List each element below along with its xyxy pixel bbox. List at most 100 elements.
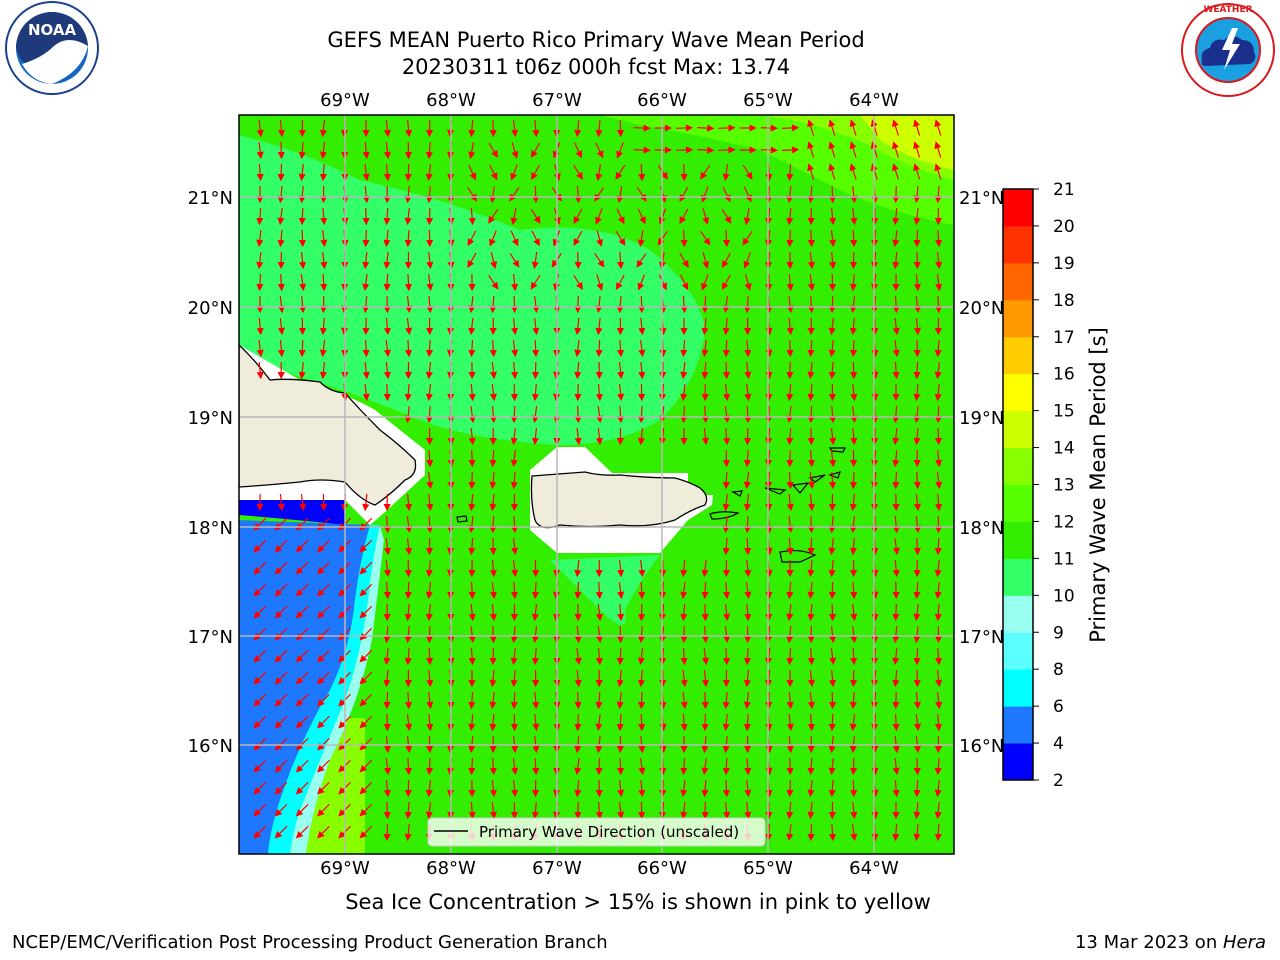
wave-direction-arrow [468,647,476,666]
wave-direction-arrow [489,384,497,402]
wave-direction-arrow [743,669,751,688]
lat-labels-left: 21°N 20°N 19°N 18°N 17°N 16°N [188,188,233,757]
wave-direction-arrow [489,405,497,424]
wave-direction-arrow [359,737,373,751]
wave-direction-arrow [404,581,412,600]
wave-direction-arrow [298,229,307,248]
wave-direction-arrow [319,317,328,336]
wave-direction-arrow [295,627,309,641]
wave-direction-arrow [744,383,752,402]
wave-direction-arrow [295,605,309,619]
wave-direction-arrow [638,163,646,182]
wave-direction-arrow [510,648,518,666]
wave-direction-arrow [849,537,858,556]
wave-direction-arrow [850,229,858,248]
colorbar-swatch [1003,669,1033,707]
wave-direction-arrow [722,714,730,732]
wave-direction-arrow [425,141,434,160]
wave-direction-arrow [935,449,943,468]
wave-direction-arrow [574,120,582,138]
wave-direction-arrow [574,361,582,380]
wave-direction-arrow [489,669,497,688]
wave-direction-arrow [743,252,751,269]
wave-direction-arrow [253,693,267,707]
wave-direction-arrow [253,759,267,773]
wave-direction-arrow [850,779,858,798]
wave-direction-arrow [892,428,900,446]
wave-direction-arrow [913,516,921,534]
wave-direction-arrow [807,405,815,424]
wave-direction-arrow [680,669,688,688]
wave-direction-arrow [786,229,794,248]
wave-direction-arrow [595,647,603,666]
wave-direction-arrow [828,758,836,776]
wave-direction-arrow [828,185,837,204]
wave-direction-arrow [468,406,476,424]
wave-direction-arrow [617,362,625,380]
lat-label-left: 16°N [188,736,233,757]
wave-direction-arrow [638,779,646,798]
lat-labels-right: 21°N 20°N 19°N 18°N 17°N 16°N [959,188,1004,757]
wave-direction-arrow [722,691,730,710]
wave-direction-arrow [383,251,391,270]
wave-direction-arrow [319,142,327,160]
wave-direction-arrow [829,230,837,248]
wave-direction-arrow [383,361,391,380]
wave-direction-arrow [913,801,921,820]
wave-direction-arrow [849,757,858,776]
wave-direction-arrow [616,757,625,776]
wave-direction-arrow [891,141,899,158]
footer-credit: NCEP/EMC/Verification Post Processing Pr… [12,932,608,953]
wave-direction-arrow [404,603,412,622]
wave-direction-arrow [892,603,900,622]
wave-direction-arrow [934,493,943,512]
wave-direction-arrow [383,515,391,534]
wave-direction-arrow [744,582,752,600]
wave-direction-arrow [743,472,751,490]
wave-direction-arrow [849,471,858,490]
wave-direction-arrow [892,317,900,336]
wave-direction-arrow [828,603,837,622]
wave-direction-arrow [425,164,433,182]
wave-direction-arrow [317,715,330,729]
wave-direction-arrow [722,296,730,314]
wave-direction-arrow [274,539,288,553]
wave-direction-arrow [828,559,836,578]
wave-direction-arrow [574,648,582,666]
wave-direction-arrow [426,274,434,292]
wave-direction-arrow [680,383,688,402]
wave-direction-arrow [934,141,942,158]
wave-direction-arrow [680,405,688,424]
wave-direction-arrow [828,823,837,842]
wave-direction-arrow [295,825,309,839]
wave-direction-arrow [828,295,836,314]
wave-direction-arrow [595,339,603,358]
wave-direction-arrow [509,187,520,202]
wave-direction-arrow [359,605,373,619]
wave-direction-arrow [317,737,330,751]
wave-direction-arrow [511,779,519,798]
wave-direction-arrow [638,295,646,314]
wave-direction-arrow [426,295,434,314]
wave-direction-arrow [274,825,288,839]
wave-direction-arrow [913,537,921,556]
colorbar-tick-label: 9 [1053,623,1064,643]
wave-direction-arrow [722,186,731,203]
wave-direction-arrow [253,671,267,685]
wave-direction-arrow [786,581,794,600]
wave-direction-arrow [404,163,412,182]
lon-label-bottom: 65°W [743,858,793,879]
wave-direction-arrow [595,735,603,754]
wave-direction-arrow [298,339,306,358]
wave-direction-arrow [934,119,942,136]
wave-direction-arrow [295,715,309,729]
wave-direction-arrow [913,317,921,336]
wave-direction-arrow [786,647,794,666]
wave-direction-arrow [807,780,815,798]
wave-direction-arrow [298,164,306,182]
wave-direction-arrow [405,516,413,534]
lat-label-left: 21°N [188,188,233,209]
wave-direction-arrow [468,339,476,358]
wave-direction-arrow [253,825,267,839]
wave-direction-arrow [404,647,412,666]
